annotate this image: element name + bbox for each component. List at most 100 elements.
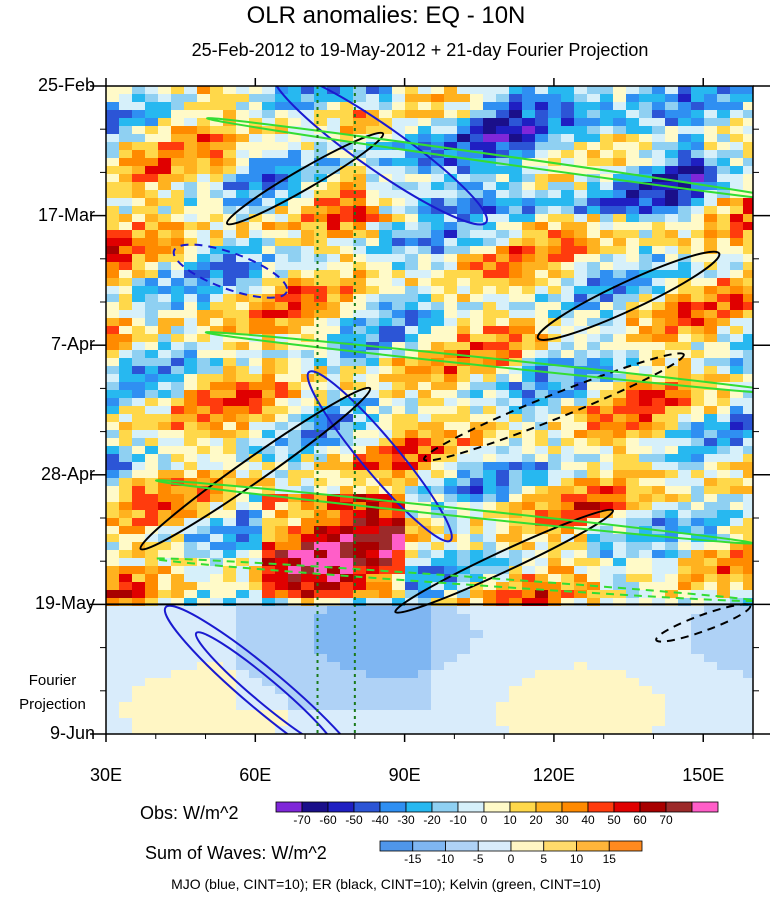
field-cell (613, 246, 627, 255)
colorbar-cell (483, 801, 511, 813)
field-cell (353, 670, 367, 679)
field-cell (171, 262, 185, 271)
field-cell (340, 254, 354, 263)
field-cell (470, 214, 484, 223)
field-cell (665, 654, 679, 663)
field-cell (366, 246, 380, 255)
field-cell (626, 582, 640, 591)
field-cell (470, 246, 484, 255)
field-cell (626, 158, 640, 167)
field-cell (145, 262, 159, 271)
field-cell (444, 102, 458, 111)
field-cell (184, 198, 198, 207)
field-cell (431, 382, 445, 391)
field-cell (717, 110, 731, 119)
field-cell (353, 374, 367, 383)
field-cell (587, 142, 601, 151)
field-cell (431, 238, 445, 247)
field-cell (275, 262, 289, 271)
field-cell (366, 422, 380, 431)
field-cell (431, 422, 445, 431)
field-cell (405, 302, 419, 311)
field-cell (340, 622, 354, 631)
field-cell (236, 94, 250, 103)
field-cell (444, 678, 458, 687)
field-cell (730, 510, 744, 519)
field-cell (496, 718, 510, 727)
field-cell (626, 294, 640, 303)
field-cell (353, 430, 367, 439)
field-cell (236, 390, 250, 399)
field-cell (665, 526, 679, 535)
field-cell (457, 214, 471, 223)
field-cell (405, 694, 419, 703)
field-cell (704, 366, 718, 375)
field-cell (587, 334, 601, 343)
field-cell (639, 478, 653, 487)
waves-colorbar-label: Sum of Waves: W/m^2 (145, 843, 327, 863)
field-cell (288, 662, 302, 671)
field-cell (704, 110, 718, 119)
field-cell (678, 702, 692, 711)
field-cell (379, 278, 393, 287)
field-cell (249, 430, 263, 439)
field-cell (639, 158, 653, 167)
field-cell (522, 270, 536, 279)
field-cell (275, 558, 289, 567)
field-cell (392, 414, 406, 423)
field-cell (288, 110, 302, 119)
field-cell (730, 94, 744, 103)
field-cell (704, 438, 718, 447)
field-cell (665, 214, 679, 223)
field-cell (379, 622, 393, 631)
field-cell (431, 566, 445, 575)
field-cell (340, 406, 354, 415)
field-cell (548, 374, 562, 383)
field-cell (366, 110, 380, 119)
field-cell (210, 374, 224, 383)
field-cell (132, 350, 146, 359)
field-cell (158, 694, 172, 703)
field-cell (444, 614, 458, 623)
field-cell (587, 342, 601, 351)
field-cell (327, 662, 341, 671)
field-cell (327, 582, 341, 591)
field-cell (704, 662, 718, 671)
field-cell (730, 662, 744, 671)
field-cell (145, 270, 159, 279)
field-cell (405, 358, 419, 367)
field-cell (561, 286, 575, 295)
field-cell (535, 446, 549, 455)
field-cell (132, 110, 146, 119)
field-cell (171, 478, 185, 487)
field-cell (444, 710, 458, 719)
field-cell (236, 670, 250, 679)
field-cell (262, 310, 276, 319)
field-cell (171, 502, 185, 511)
field-cell (275, 110, 289, 119)
field-cell (106, 430, 120, 439)
field-cell (704, 206, 718, 215)
field-cell (106, 198, 120, 207)
field-cell (262, 110, 276, 119)
field-cell (262, 438, 276, 447)
field-cell (119, 590, 133, 599)
field-cell (158, 638, 172, 647)
field-cell (314, 494, 328, 503)
field-cell (548, 390, 562, 399)
field-cell (522, 606, 536, 615)
field-cell (483, 86, 497, 95)
field-cell (210, 334, 224, 343)
field-cell (444, 206, 458, 215)
field-cell (340, 158, 354, 167)
field-cell (171, 142, 185, 151)
field-cell (600, 702, 614, 711)
field-cell (496, 334, 510, 343)
field-cell (145, 142, 159, 151)
field-cell (353, 702, 367, 711)
field-cell (223, 398, 237, 407)
field-cell (717, 286, 731, 295)
field-cell (184, 150, 198, 159)
field-cell (158, 310, 172, 319)
field-cell (626, 470, 640, 479)
